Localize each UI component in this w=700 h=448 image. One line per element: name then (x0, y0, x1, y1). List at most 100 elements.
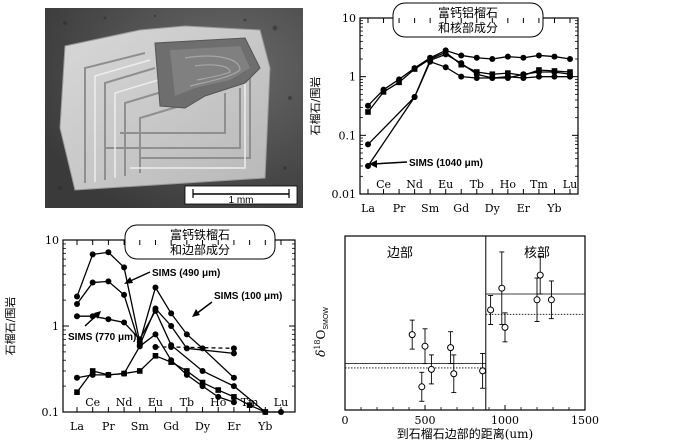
scale-bar-box (184, 185, 298, 205)
data-point (365, 163, 371, 170)
data-point (489, 74, 496, 81)
data-point (74, 374, 80, 381)
data-point (442, 51, 449, 58)
x-tick-label: 1500 (571, 414, 599, 427)
chart-2-title-line-1: 富钙铁榴石 (170, 227, 230, 242)
chart-andradite-rim: 富钙铁榴石 和边部成分 石榴石/围岩 0.1 1 10 La Ce Pr Nd Sm Eu Gd… (0, 222, 305, 444)
data-point (152, 284, 159, 291)
data-point (105, 316, 112, 323)
x-tick-label-sm: Sm (131, 420, 150, 433)
data-point-5 (450, 370, 458, 378)
y-tick-label: 10 (45, 234, 59, 247)
data-point (183, 371, 190, 378)
data-point (152, 353, 159, 359)
chart-grossular-core: 富钙铝榴石 和核部成分 石榴石/围岩 0.01 0.1 1 10 La Ce Pr Nd Sm… (305, 0, 590, 222)
data-point (230, 399, 237, 406)
data-point (427, 58, 434, 65)
data-point (365, 102, 371, 109)
data-point (396, 76, 403, 83)
data-point (551, 73, 558, 80)
data-point (551, 69, 558, 76)
chart-1-title-line-1: 富钙铝榴石 (438, 5, 498, 20)
data-point (89, 371, 96, 378)
scale-bar-label: 1 mm (229, 195, 254, 206)
series-line-0 (76, 251, 235, 379)
x-tick-label-tb: Tb (470, 178, 484, 191)
data-point (504, 73, 511, 80)
chart-3-ylabel: δ18OSMOW (313, 307, 330, 357)
x-tick-label-lu: Lu (563, 178, 577, 191)
y-tick-label: 10 (342, 12, 356, 25)
x-tick-label-eu: Eu (438, 178, 453, 191)
x-tick-label-lu: Lu (274, 396, 288, 409)
data-point-7 (487, 306, 495, 314)
data-point (105, 371, 112, 378)
data-point (168, 310, 175, 317)
data-point (246, 402, 253, 408)
x-tick-label-pr: Pr (102, 420, 115, 433)
y-tick-label: 0.01 (332, 188, 357, 201)
chart-2-title-box (124, 224, 276, 260)
chart-1-title-box (392, 2, 544, 38)
chart-1-title-line-2: 和核部成分 (438, 20, 498, 35)
data-point-12 (547, 296, 555, 304)
x-tick-label-tm: Tm (530, 178, 548, 191)
data-point-11 (536, 271, 544, 279)
x-tick-label: 1000 (491, 414, 519, 427)
x-tick-label-pr: Pr (393, 202, 406, 215)
data-point (152, 343, 159, 350)
x-tick-label-ho: Ho (210, 396, 227, 409)
data-point (535, 69, 542, 76)
data-point (136, 343, 143, 350)
data-point (473, 54, 480, 61)
data-point (230, 383, 237, 390)
data-point (215, 393, 222, 400)
chart-3-svg: 边部 核部 δ18OSMOW 到石榴石边部的距离(um) 0 500 1000 150… (313, 235, 599, 441)
chart-oxygen-isotope: 边部 核部 δ18OSMOW 到石榴石边部的距离(um) 0 500 1000 150… (305, 222, 700, 444)
data-point (168, 343, 175, 350)
data-point (396, 79, 402, 86)
data-point (183, 345, 190, 352)
y-tick-label: 1 (52, 320, 59, 333)
x-tick-label-sm: Sm (421, 202, 440, 215)
x-tick-label-yb: Yb (546, 202, 561, 215)
data-point (230, 345, 237, 352)
chart-2-annotation-490: SIMS (490 μm) (152, 268, 220, 279)
data-point (105, 249, 112, 256)
x-tick-label-gd: Gd (163, 420, 179, 433)
data-point (74, 301, 80, 308)
data-point (458, 52, 465, 59)
data-point (74, 389, 80, 395)
data-point-8 (498, 284, 506, 292)
data-point (74, 293, 80, 300)
x-tick-label-dy: Dy (485, 202, 501, 215)
data-point (380, 86, 387, 93)
data-point (152, 307, 159, 314)
chart-2-title-line-2: 和边部成分 (170, 242, 230, 257)
data-point (489, 56, 496, 63)
data-point-3 (427, 365, 435, 373)
x-tick-label-ho: Ho (500, 178, 517, 191)
x-tick-label-nd: Nd (116, 396, 133, 409)
data-point (535, 73, 542, 80)
data-point (365, 141, 371, 148)
data-point (262, 409, 269, 415)
x-tick-label-la: La (70, 420, 84, 433)
x-tick-label: 500 (415, 414, 436, 427)
data-point (121, 264, 128, 271)
x-tick-label: 0 (342, 414, 349, 427)
data-point (551, 53, 558, 60)
chart-3-region-core: 核部 (524, 246, 550, 261)
data-point (89, 251, 96, 258)
chart-1-ylabel: 石榴石/围岩 (308, 77, 322, 136)
data-point (520, 54, 527, 61)
x-tick-label-gd: Gd (453, 202, 469, 215)
data-point-9 (501, 323, 509, 331)
data-point (136, 368, 143, 374)
data-point (567, 73, 573, 80)
data-point (183, 331, 190, 338)
chart-3-xlabel: 到石榴石边部的距离(um) (397, 426, 533, 441)
data-point-1 (418, 383, 426, 391)
